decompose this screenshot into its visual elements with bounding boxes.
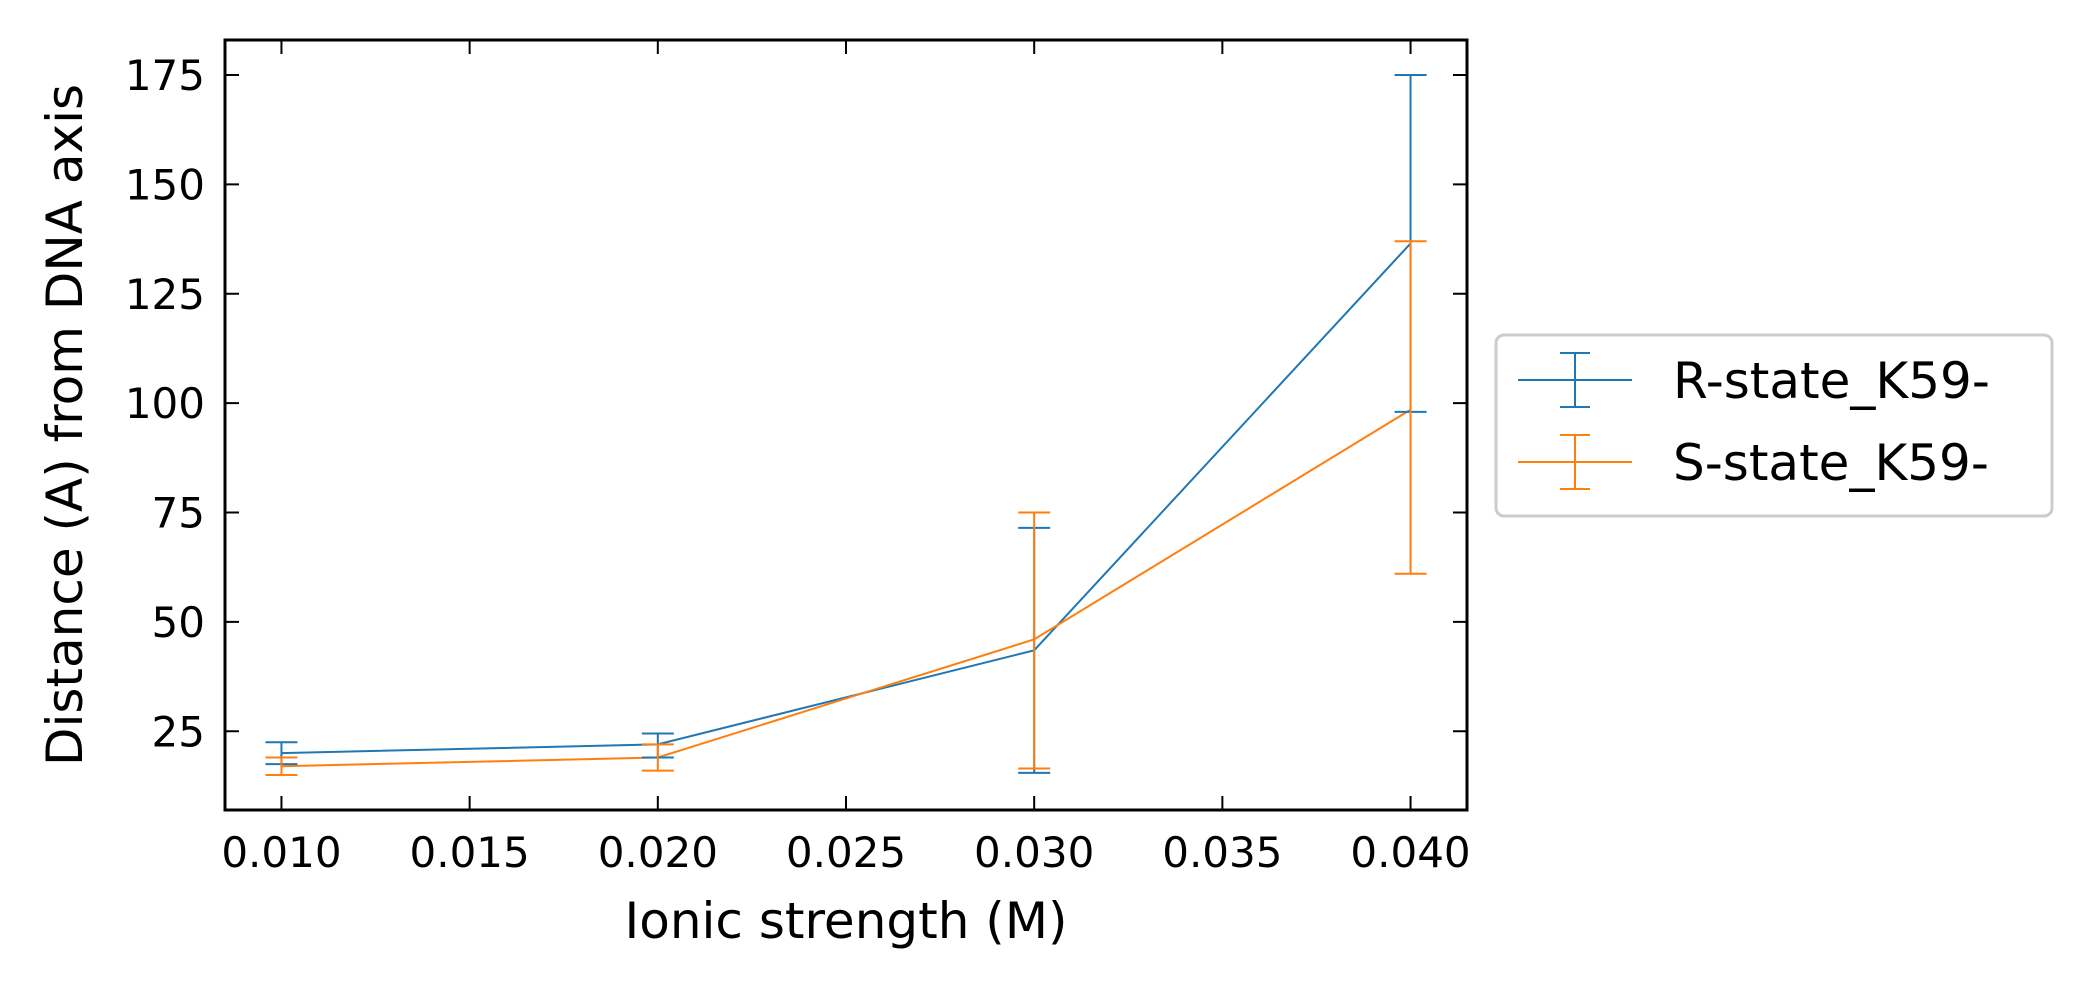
legend: R-state_K59- S-state_K59- [1494, 333, 2054, 518]
x-tick-label: 0.035 [1162, 828, 1282, 877]
y-tick-label: 50 [152, 598, 205, 647]
legend-label-s-state: S-state_K59- [1673, 434, 1989, 492]
x-tick-label: 0.010 [221, 828, 341, 877]
y-axis-label: Distance (A) from DNA axis [36, 84, 94, 766]
x-tick-label: 0.020 [598, 828, 718, 877]
x-axis-ticks: 0.010 0.015 0.020 0.025 0.030 0.035 0.040 [221, 40, 1471, 877]
x-axis-label: Ionic strength (M) [625, 892, 1068, 950]
legend-entry-s-state: S-state_K59- [1518, 434, 1989, 492]
plot-lines [281, 242, 1412, 768]
y-tick-label: 75 [152, 489, 205, 538]
series-line-1 [281, 408, 1412, 768]
y-tick-label: 100 [125, 379, 205, 428]
x-tick-label: 0.030 [974, 828, 1094, 877]
legend-entry-r-state: R-state_K59- [1518, 352, 1990, 410]
y-tick-label: 150 [125, 160, 205, 209]
series-line-0 [281, 242, 1412, 755]
y-axis-ticks: 25 50 75 100 125 150 175 [125, 51, 1467, 756]
y-tick-label: 125 [125, 270, 205, 319]
legend-label-r-state: R-state_K59- [1673, 352, 1990, 410]
x-tick-label: 0.040 [1350, 828, 1470, 877]
y-tick-label: 175 [125, 51, 205, 100]
x-tick-label: 0.015 [410, 828, 530, 877]
legend-frame [1494, 333, 2054, 518]
x-tick-label: 0.025 [786, 828, 906, 877]
y-tick-label: 25 [152, 707, 205, 756]
plot-errorbars [265, 74, 1427, 776]
